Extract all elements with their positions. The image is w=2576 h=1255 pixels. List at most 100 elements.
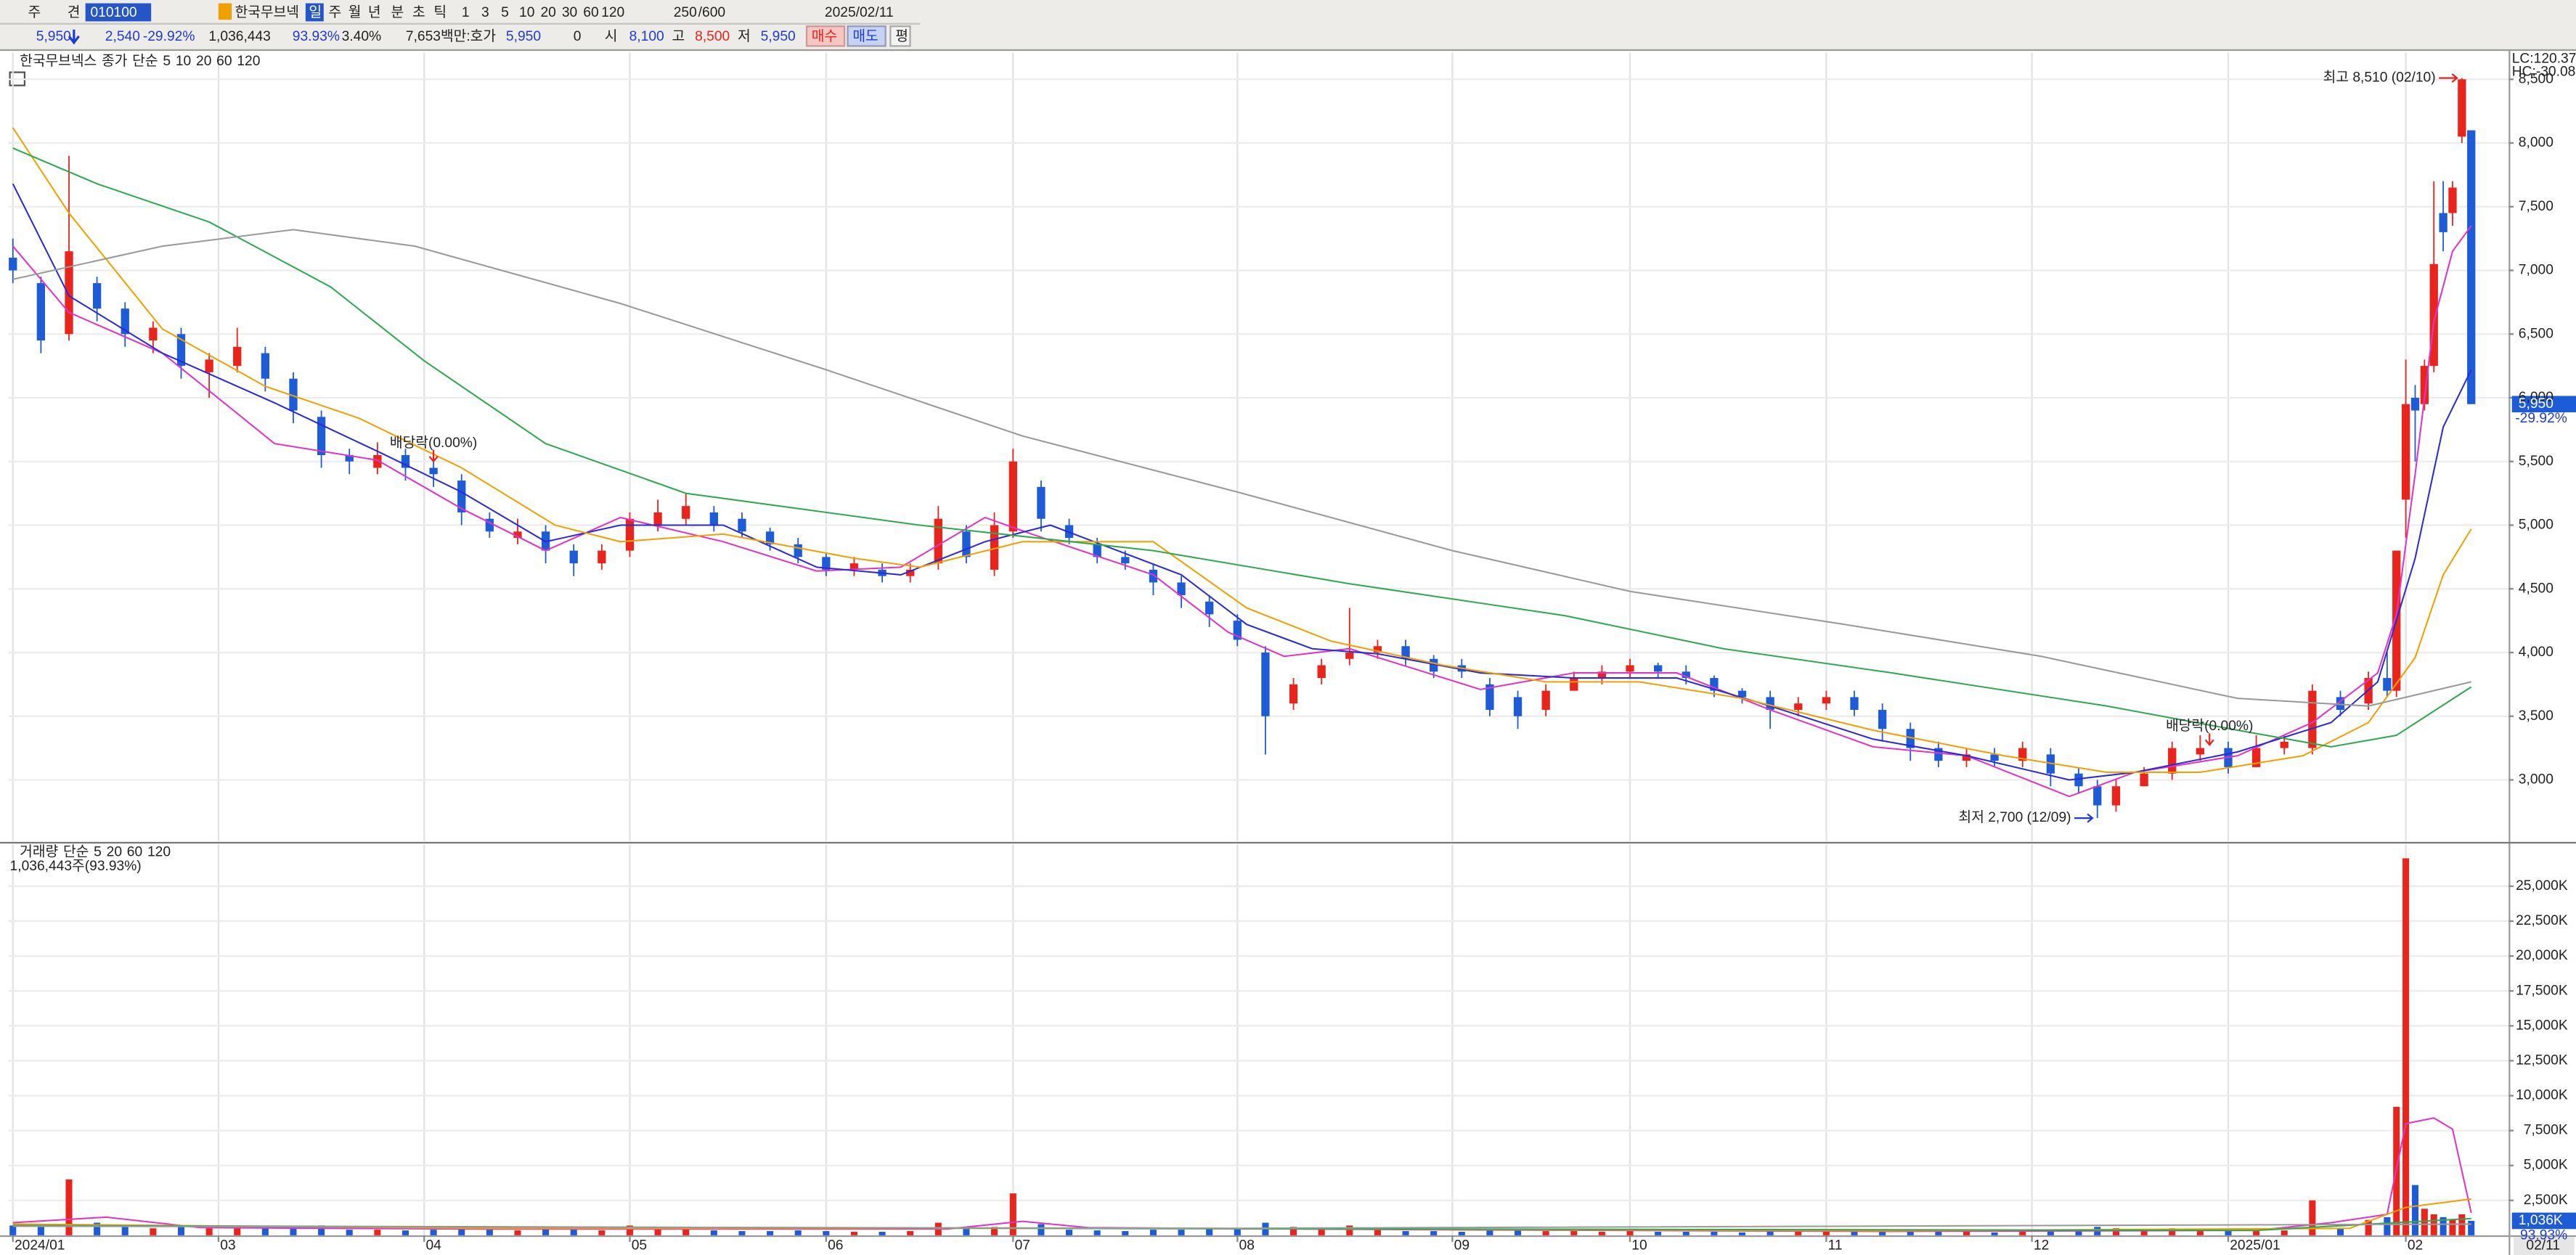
- volume-bar: [542, 1228, 550, 1235]
- legend-label: 거래량: [20, 844, 58, 860]
- y-tick-label: 7,500K: [2524, 1123, 2568, 1138]
- legend-label: 20: [196, 54, 211, 69]
- candle-body: [1570, 678, 1578, 691]
- legend-label: 120: [237, 54, 260, 69]
- y-tick-label: 2,500K: [2524, 1193, 2568, 1208]
- toolbar-item[interactable]: 60: [583, 5, 598, 20]
- toolbar-value: 5,950: [506, 29, 541, 44]
- toolbar-item[interactable]: 월: [349, 4, 362, 20]
- toolbar-value: 5,950: [36, 29, 71, 44]
- volume-bar: [879, 1232, 886, 1235]
- volume-bar: [177, 1227, 185, 1235]
- volume-bar: [1486, 1230, 1493, 1235]
- toolbar-value: 7,653백만:호가: [406, 28, 496, 44]
- legend-label: 5: [163, 54, 171, 69]
- volume-bar: [1374, 1230, 1381, 1235]
- annotation: 최저 2,700 (12/09): [1959, 809, 2071, 825]
- toolbar-item[interactable]: 1: [462, 5, 470, 20]
- sell-button[interactable]: [847, 25, 886, 47]
- candle-body: [849, 563, 859, 570]
- candle-body: [1485, 684, 1494, 710]
- annotation: 최고 8,510 (02/10): [2323, 70, 2436, 86]
- toolbar-item[interactable]: 분: [391, 5, 404, 20]
- candle-body: [2439, 213, 2447, 232]
- code-field[interactable]: [85, 3, 152, 22]
- toolbar-item[interactable]: 2025/02/11: [825, 5, 894, 20]
- candle-body: [233, 346, 242, 367]
- volume-bar: [1458, 1232, 1465, 1235]
- y-tick-label: 7,500: [2519, 199, 2553, 214]
- volume-bar: [598, 1230, 606, 1235]
- candle-body: [1962, 754, 1971, 761]
- y-tick-label: 20,000K: [2516, 948, 2568, 963]
- candle-body: [625, 518, 635, 551]
- y-tick-label: 4,500: [2519, 581, 2553, 596]
- candle-body: [1261, 652, 1270, 716]
- toolbar-item[interactable]: 틱: [433, 4, 447, 20]
- toolbar-item[interactable]: 견: [68, 4, 81, 20]
- volume-bar: [402, 1230, 409, 1235]
- annotation: 배당락(0.00%): [390, 435, 477, 451]
- candle-body: [149, 327, 158, 341]
- volume-bar: [823, 1231, 830, 1235]
- ma-line: [12, 147, 2472, 748]
- candle-body: [205, 359, 213, 372]
- volume-bar: [2253, 1231, 2260, 1235]
- volume-bar: [2281, 1230, 2288, 1235]
- toolbar-item[interactable]: 10: [519, 5, 534, 20]
- avg-button[interactable]: [889, 25, 911, 47]
- toolbar-item[interactable]: 주: [28, 5, 41, 20]
- toolbar-item[interactable]: 010100: [90, 5, 136, 20]
- toolbar-item[interactable]: 년: [368, 4, 381, 20]
- toolbar-item[interactable]: 30: [562, 5, 577, 20]
- candle-body: [65, 251, 73, 335]
- candle-body: [1149, 569, 1158, 583]
- y-tick-label: 3,500: [2519, 708, 2553, 724]
- volume-bar: [94, 1222, 101, 1235]
- y-tick-label: 10,000K: [2516, 1088, 2568, 1103]
- candle-body: [2168, 748, 2177, 774]
- volume-bar: [121, 1227, 129, 1235]
- candle-body: [2308, 690, 2317, 748]
- volume-bar: [2468, 1220, 2475, 1235]
- volume-bar: [682, 1229, 690, 1235]
- volume-bar: [1009, 1193, 1016, 1235]
- toolbar-item[interactable]: 5: [501, 5, 509, 20]
- volume-bar: [767, 1231, 774, 1235]
- y-tick-label: 17,500K: [2516, 983, 2568, 998]
- toolbar-item[interactable]: 3: [481, 5, 489, 20]
- y-tick-label: 8,500: [2519, 71, 2553, 86]
- candle-body: [1037, 486, 1046, 519]
- volume-bar: [150, 1228, 157, 1235]
- toolbar-item[interactable]: 일: [309, 4, 322, 20]
- y-tick-label: 7,000: [2519, 263, 2553, 278]
- toolbar-value[interactable]: 매수: [812, 28, 837, 44]
- toolbar-item[interactable]: 120: [601, 5, 624, 20]
- candle-body: [738, 518, 746, 532]
- legend-label: 종가: [102, 53, 128, 69]
- candle-body: [1878, 709, 1887, 729]
- volume-bar: [1907, 1230, 1914, 1235]
- toolbar-item[interactable]: 250: [674, 5, 697, 20]
- toolbar-item[interactable]: 초: [412, 5, 425, 20]
- volume-bar: [1935, 1231, 1942, 1235]
- period-selected[interactable]: [305, 3, 324, 22]
- volume-bar: [1122, 1231, 1129, 1235]
- toolbar-item[interactable]: 한국무브넥: [235, 4, 299, 20]
- toolbar-value: 고: [672, 29, 685, 44]
- candle-body: [1513, 697, 1523, 716]
- candle-body: [1430, 658, 1438, 672]
- toolbar-value[interactable]: 매도: [852, 28, 878, 44]
- x-tick-label: 04: [425, 1238, 441, 1254]
- volume-bar: [2440, 1217, 2447, 1235]
- toolbar-item[interactable]: 주: [329, 5, 342, 20]
- candle-body: [317, 417, 326, 455]
- toolbar-value[interactable]: 평: [895, 28, 908, 44]
- x-tick-label: 08: [1239, 1238, 1255, 1254]
- buy-button[interactable]: [805, 25, 846, 47]
- toolbar-item[interactable]: 20: [540, 5, 555, 20]
- toolbar-item[interactable]: /600: [698, 5, 725, 20]
- candle-body: [1766, 697, 1774, 710]
- candle-body: [1205, 601, 1214, 615]
